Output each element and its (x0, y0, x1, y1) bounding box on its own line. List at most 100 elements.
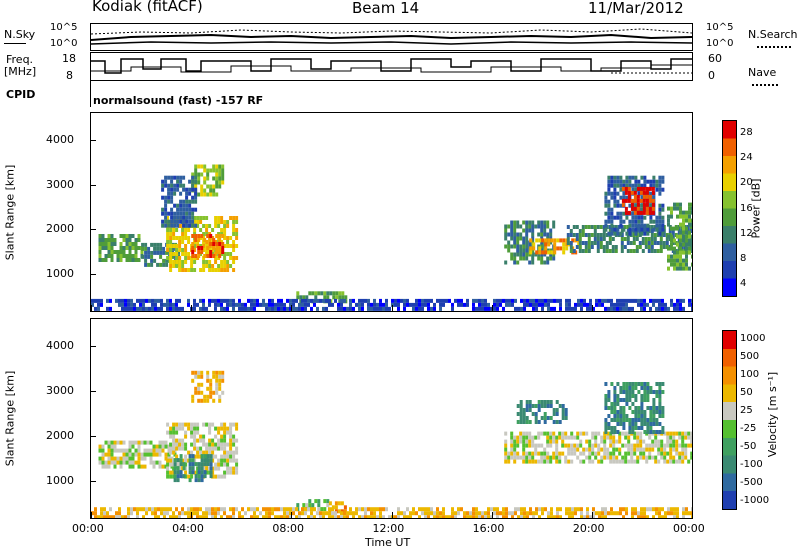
range-tick-label: 3000 (46, 384, 74, 398)
nsky-tick-high: 10^5 (50, 22, 78, 33)
echo-region-0 (98, 234, 144, 262)
nsky-tick-low: 10^0 (50, 38, 78, 49)
freq-tick-low: 8 (66, 69, 73, 82)
freq-unit-label: [MHz] (4, 65, 37, 78)
velocity-heatmap (91, 370, 692, 518)
nave-label: Nave (748, 66, 777, 79)
power-colorbar (722, 120, 737, 297)
range-tick-label: 4000 (46, 132, 74, 146)
colorbar-tick-label: -1000 (740, 495, 770, 506)
range-tick-mark (90, 481, 96, 483)
power-heatmap (91, 164, 692, 311)
nsearch-legend-dots (757, 46, 791, 48)
velocity-panel (90, 318, 693, 519)
freq-nave-panel (90, 52, 693, 81)
cpid-label: CPID (6, 88, 36, 101)
colorbar-tick-label: 8 (740, 253, 747, 265)
colorbar-tick-label: 24 (740, 151, 753, 163)
nsky-trace-a (91, 33, 692, 41)
colorbar-tick-label: 28 (740, 126, 753, 138)
time-tick-mark (591, 512, 593, 518)
time-tick-label: 16:00 (472, 522, 505, 535)
nsearch-tick-high: 10^5 (706, 22, 734, 33)
time-tick-label: 08:00 (272, 522, 305, 535)
range-tick-mark (90, 436, 96, 438)
colorbar-tick-label: -50 (740, 441, 757, 452)
time-tick-label: 00:00 (72, 522, 104, 535)
nave-tick-low: 0 (708, 69, 715, 82)
range-tick-label: 3000 (46, 177, 74, 191)
time-tick-mark (391, 305, 393, 311)
power-ylabel: Slant Range [km] (3, 164, 17, 261)
nsky-label: N.Sky (4, 28, 36, 41)
time-tick-label: 04:00 (172, 522, 204, 535)
colorbar-tick-label: 500 (740, 351, 760, 362)
time-axis-label: Time UT (365, 536, 411, 549)
time-tick-mark (692, 305, 693, 311)
beam-title: Beam 14 (352, 0, 420, 17)
time-tick-label: 00:00 (673, 522, 705, 535)
date-title: 11/Mar/2012 (588, 0, 684, 17)
time-tick-mark (191, 305, 193, 311)
echo-region-3 (191, 234, 225, 258)
range-tick-label: 2000 (46, 222, 74, 236)
colorbar-tick-label: 25 (740, 405, 753, 416)
time-tick-mark (692, 512, 693, 518)
echo-region-0 (98, 440, 180, 469)
echo-region-6 (504, 431, 692, 464)
range-tick-mark (90, 184, 96, 186)
echo-region-5 (161, 175, 198, 228)
echo-region-9 (91, 507, 692, 518)
power-colorbar-label: Power [dB] (749, 178, 763, 239)
range-tick-label: 2000 (46, 429, 74, 443)
colorbar-tick-label: 12 (740, 227, 753, 239)
nsky-trace-c (91, 28, 692, 35)
range-tick-label: 4000 (46, 339, 74, 352)
colorbar-tick-label: 100 (740, 369, 760, 380)
colorbar-tick-label: 1000 (740, 333, 766, 344)
range-tick-mark (90, 391, 96, 393)
freq-tick-high: 18 (62, 52, 76, 65)
colorbar-tick-label: -500 (740, 477, 763, 488)
colorbar-tick-label: 16 (740, 202, 753, 214)
colorbar-tick-label: 50 (740, 387, 753, 398)
colorbar-tick-label: -100 (740, 459, 763, 470)
colorbar-tick-label: -25 (740, 423, 757, 434)
time-tick-mark (291, 305, 293, 311)
nave-trace (91, 64, 692, 73)
echo-region-8 (516, 400, 568, 424)
colorbar-tick-label: 4 (740, 278, 747, 290)
echo-region-11 (621, 186, 655, 215)
time-tick-mark (591, 305, 593, 311)
colorbar-tick-label: 20 (740, 177, 753, 189)
range-tick-mark (90, 139, 96, 141)
nsky-panel (90, 23, 693, 51)
nsky-label-underline (4, 43, 26, 44)
time-tick-mark (491, 512, 493, 518)
range-tick-label: 1000 (46, 267, 74, 281)
velocity-ylabel: Slant Range [km] (3, 370, 17, 467)
time-tick-mark (91, 305, 92, 311)
velocity-colorbar (722, 330, 737, 510)
velocity-colorbar-label: Velocity [m s⁻¹] (766, 371, 780, 458)
nsearch-label: N.Search (748, 28, 798, 41)
cpid-value: normalsound (fast) -157 RF (93, 94, 264, 107)
range-tick-mark (90, 229, 96, 231)
time-tick-mark (291, 512, 293, 518)
time-tick-mark (91, 512, 92, 518)
time-tick-label: 12:00 (372, 522, 405, 535)
echo-region-13 (91, 298, 692, 311)
time-tick-mark (191, 512, 193, 518)
echo-region-12 (667, 202, 692, 271)
station-title: Kodiak (fitACF) (92, 0, 203, 15)
range-tick-label: 1000 (46, 474, 74, 488)
time-tick-mark (391, 512, 393, 518)
echo-region-10 (604, 175, 665, 236)
power-panel (90, 112, 693, 312)
freq-label: Freq. (6, 53, 34, 66)
echo-region-3 (191, 370, 225, 403)
time-tick-mark (491, 305, 493, 311)
range-tick-mark (90, 346, 96, 347)
nave-tick-high: 60 (708, 52, 722, 65)
range-tick-mark (90, 274, 96, 276)
